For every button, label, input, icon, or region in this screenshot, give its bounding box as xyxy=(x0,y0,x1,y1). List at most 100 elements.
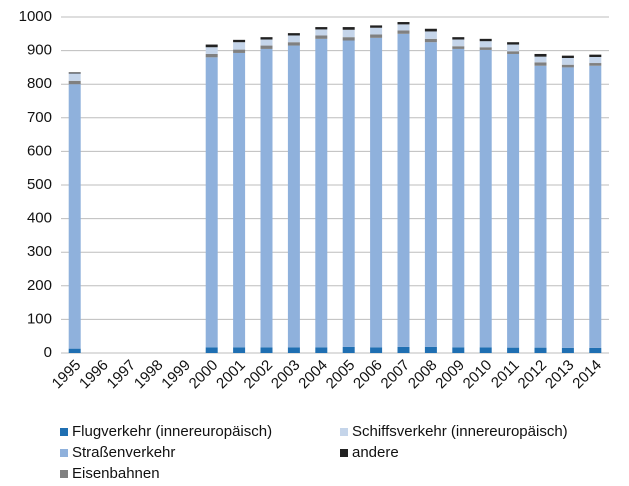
bar-segment xyxy=(342,40,355,347)
bar-segment xyxy=(452,48,465,348)
bar-segment xyxy=(260,37,273,40)
bar-segment xyxy=(342,346,355,353)
bar-segment xyxy=(589,56,602,64)
bar-segment xyxy=(589,65,602,348)
bar-segment xyxy=(424,38,437,43)
bar-segment xyxy=(205,57,218,348)
legend-swatch xyxy=(340,428,348,436)
bar-segment xyxy=(507,42,520,45)
bar-segment xyxy=(561,57,574,65)
bar-segment xyxy=(479,38,492,42)
bar-segment xyxy=(507,53,520,348)
legend-swatch xyxy=(340,449,348,457)
bar-segment xyxy=(260,48,273,348)
bar-segment xyxy=(287,35,300,43)
bar-segment xyxy=(233,42,246,50)
bar-segment xyxy=(479,347,492,353)
legend-label: Eisenbahnen xyxy=(72,465,160,482)
bar-segment xyxy=(452,347,465,353)
x-tick-label: 2001 xyxy=(213,357,249,393)
x-tick-label: 2012 xyxy=(515,357,551,393)
legend-label: Schiffsverkehr (innereuropäisch) xyxy=(352,423,568,440)
x-tick-label: 1995 xyxy=(49,357,85,393)
bar-segment xyxy=(233,52,246,348)
bar-segment xyxy=(370,25,383,28)
x-tick-label: 2007 xyxy=(378,357,414,393)
y-tick-label: 300 xyxy=(27,243,52,260)
bar-segment xyxy=(397,33,410,347)
bar-segment xyxy=(534,53,547,57)
y-tick-label: 700 xyxy=(27,109,52,126)
bar-segment xyxy=(479,41,492,48)
bar-segment xyxy=(205,53,218,58)
bar-segment xyxy=(68,84,81,349)
bar-segment xyxy=(233,347,246,353)
bar-segment xyxy=(452,46,465,49)
x-tick-label: 2010 xyxy=(460,357,496,393)
legend-label: Flugverkehr (innereuropäisch) xyxy=(72,423,272,440)
bar-segment xyxy=(370,37,383,348)
y-tick-label: 1000 xyxy=(19,8,52,25)
bar-segment xyxy=(342,29,355,38)
bar-segment xyxy=(507,347,520,353)
bar-segment xyxy=(424,28,437,32)
x-tick-label: 2013 xyxy=(542,357,578,393)
bar-segment xyxy=(561,67,574,348)
bar-segment xyxy=(452,39,465,47)
bar-segment xyxy=(370,34,383,38)
bar-segment xyxy=(68,72,81,74)
bar-segment xyxy=(534,62,547,66)
x-tick-label: 2004 xyxy=(295,357,331,393)
bar-segment xyxy=(370,347,383,353)
x-tick-label: 2000 xyxy=(186,357,222,393)
legend-swatch xyxy=(60,428,68,436)
bar-segment xyxy=(370,27,383,35)
x-tick-label: 2014 xyxy=(569,357,605,393)
x-tick-label: 2011 xyxy=(488,357,523,392)
bar-segment xyxy=(315,27,328,30)
legend-label: Straßenverkehr xyxy=(72,444,175,461)
bar-segment xyxy=(424,346,437,353)
x-tick-label: 1999 xyxy=(158,357,194,393)
y-tick-label: 900 xyxy=(27,42,52,59)
y-tick-label: 200 xyxy=(27,277,52,294)
y-tick-label: 800 xyxy=(27,75,52,92)
bar-segment xyxy=(68,80,81,85)
x-tick-label: 2008 xyxy=(405,357,441,393)
bar-segment xyxy=(315,38,328,348)
y-tick-label: 100 xyxy=(27,310,52,327)
bar-segment xyxy=(534,56,547,63)
legend-swatch xyxy=(60,470,68,478)
y-tick-label: 600 xyxy=(27,142,52,159)
bar-segment xyxy=(561,347,574,353)
bar-segment xyxy=(315,347,328,353)
bar-segment xyxy=(233,39,246,43)
bar-segment xyxy=(315,35,328,39)
bar-segment xyxy=(424,31,437,39)
x-tick-label: 2003 xyxy=(268,357,304,393)
bar-segment xyxy=(260,39,273,46)
bar-segment xyxy=(397,30,410,34)
legend-label: andere xyxy=(352,444,399,461)
bar-segment xyxy=(534,347,547,353)
bar-segment xyxy=(561,64,574,68)
bar-segment xyxy=(424,42,437,347)
x-tick-label: 2009 xyxy=(432,357,468,393)
x-tick-label: 2006 xyxy=(350,357,386,393)
bar-segment xyxy=(260,347,273,353)
y-tick-label: 400 xyxy=(27,210,52,227)
bar-segment xyxy=(479,47,492,50)
bar-segment xyxy=(589,54,602,57)
bar-segment xyxy=(287,45,300,348)
bar-segment xyxy=(205,47,218,54)
bar-segment xyxy=(534,65,547,348)
bar-segment xyxy=(260,45,273,49)
bar-segment xyxy=(287,33,300,36)
y-tick-label: 0 xyxy=(44,344,52,361)
y-tick-label: 500 xyxy=(27,176,52,193)
bar-segment xyxy=(68,348,81,353)
bar-segment xyxy=(397,346,410,353)
bar-segment xyxy=(452,37,465,40)
bar-segment xyxy=(397,24,410,31)
